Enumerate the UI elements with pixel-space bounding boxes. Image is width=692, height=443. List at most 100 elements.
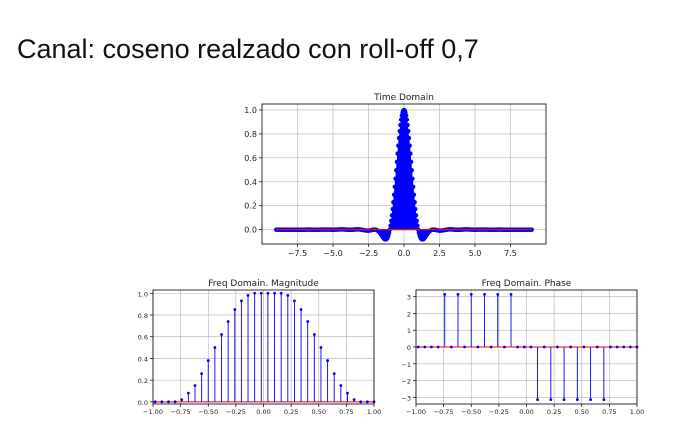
stem-marker bbox=[483, 292, 486, 296]
stem-marker bbox=[206, 359, 210, 362]
stem-marker bbox=[160, 400, 164, 404]
x-tick-label: 0.25 bbox=[284, 408, 298, 416]
stem-marker bbox=[589, 398, 592, 402]
x-tick-label: −0.25 bbox=[489, 408, 509, 416]
y-tick-label: 0.0 bbox=[244, 226, 257, 235]
stem-marker bbox=[412, 199, 417, 205]
stem-marker bbox=[306, 320, 310, 323]
stem-marker bbox=[409, 168, 415, 173]
stem-marker bbox=[542, 345, 546, 349]
stem-marker bbox=[410, 176, 415, 181]
stem-marker bbox=[615, 345, 619, 349]
stem-marker bbox=[246, 294, 250, 297]
stem-marker bbox=[536, 398, 539, 402]
stem-marker bbox=[582, 345, 586, 349]
x-tick-label: 7.5 bbox=[504, 249, 517, 258]
stem-marker bbox=[266, 291, 270, 295]
stem-marker bbox=[430, 345, 433, 349]
x-tick-label: −0.50 bbox=[198, 408, 218, 416]
stem-marker bbox=[562, 398, 566, 402]
stem-marker bbox=[522, 345, 526, 349]
stem-marker bbox=[339, 384, 343, 387]
time-stems bbox=[274, 107, 534, 242]
x-tick-label: −5.0 bbox=[323, 249, 342, 258]
y-tick-label: 1.0 bbox=[244, 106, 257, 115]
stem-marker bbox=[359, 400, 363, 404]
stem-marker bbox=[443, 292, 447, 296]
plot-frame bbox=[152, 289, 375, 405]
stem-marker bbox=[319, 346, 323, 349]
stem-marker bbox=[423, 345, 427, 349]
x-tick-label: −0.75 bbox=[171, 408, 191, 416]
stem-marker bbox=[575, 398, 579, 402]
stem-marker bbox=[602, 398, 606, 402]
chart-title: Freq Domain. Phase bbox=[482, 279, 572, 289]
x-tick-label: 5.0 bbox=[469, 249, 482, 258]
stem-marker bbox=[293, 299, 296, 303]
y-tick-label: 0.8 bbox=[138, 312, 148, 320]
x-tick-label: 0.0 bbox=[398, 249, 411, 258]
stem-marker bbox=[193, 384, 197, 387]
stem-marker bbox=[456, 292, 460, 296]
plot-frame bbox=[261, 103, 547, 245]
stem-marker bbox=[408, 159, 414, 165]
stem-marker bbox=[180, 398, 184, 402]
y-tick-label: 1 bbox=[407, 327, 411, 335]
stem-marker bbox=[299, 308, 303, 311]
stem-marker bbox=[496, 292, 500, 296]
stem-marker bbox=[213, 346, 217, 349]
stem-marker bbox=[326, 359, 329, 362]
magnitude-chart: Freq Domain. Magnitude −1.00 −0.75 −0.50 −0.… bbox=[138, 279, 382, 416]
stem-marker bbox=[365, 400, 369, 404]
y-tick-label: 2 bbox=[407, 310, 411, 318]
stem-marker bbox=[279, 291, 283, 295]
stem-marker bbox=[240, 299, 243, 303]
stem-marker bbox=[411, 184, 416, 190]
y-tick-label: 0.6 bbox=[244, 154, 257, 163]
y-tick-label: 3 bbox=[407, 294, 411, 302]
stem-marker bbox=[404, 117, 410, 122]
stem-marker bbox=[312, 333, 316, 336]
stem-marker bbox=[415, 223, 420, 228]
y-tick-label: 0.0 bbox=[138, 399, 148, 407]
plot-frame bbox=[415, 289, 638, 405]
stem-marker bbox=[549, 398, 553, 402]
y-tick-label: 0.2 bbox=[138, 377, 148, 385]
y-tick-label: 0.8 bbox=[244, 130, 257, 139]
stem-marker bbox=[413, 206, 418, 212]
x-tick-label: 2.5 bbox=[433, 249, 446, 258]
stem-marker bbox=[167, 400, 170, 404]
slide-title: Canal: coseno realzado con roll-off 0,7 bbox=[17, 34, 479, 64]
y-tick-label: 0.4 bbox=[244, 178, 257, 187]
x-tick-label: 0.75 bbox=[339, 408, 353, 416]
x-tick-label: 1.00 bbox=[630, 408, 644, 416]
stem-marker bbox=[476, 345, 480, 349]
stem-marker bbox=[407, 143, 412, 148]
x-tick-label: 0.75 bbox=[602, 408, 616, 416]
y-tick-label: −2 bbox=[401, 378, 411, 386]
stem-marker bbox=[414, 218, 419, 224]
stem-marker bbox=[413, 213, 419, 218]
x-tick-label: 0.00 bbox=[256, 408, 270, 416]
y-tick-label: 0.6 bbox=[138, 334, 148, 342]
y-tick-label: −3 bbox=[401, 394, 411, 402]
x-tick-label: −1.00 bbox=[143, 408, 163, 416]
stem-marker bbox=[173, 400, 177, 404]
y-tick-label: −1 bbox=[401, 361, 411, 369]
stem-marker bbox=[449, 345, 453, 349]
y-tick-label: 0.4 bbox=[138, 355, 148, 363]
stem-marker bbox=[408, 151, 413, 156]
x-tick-label: 0.50 bbox=[575, 408, 589, 416]
stem-marker bbox=[405, 122, 410, 128]
x-tick-label: −7.5 bbox=[288, 249, 307, 258]
stem-marker bbox=[352, 398, 356, 402]
stem-marker bbox=[253, 291, 257, 295]
y-tick-label: 1.0 bbox=[138, 290, 148, 298]
stem-marker bbox=[200, 372, 204, 375]
stem-marker bbox=[509, 292, 513, 296]
stem-marker bbox=[489, 345, 493, 349]
y-tick-label: 0.2 bbox=[244, 202, 257, 211]
x-tick-label: −2.5 bbox=[359, 249, 378, 258]
stem-marker bbox=[226, 320, 230, 323]
